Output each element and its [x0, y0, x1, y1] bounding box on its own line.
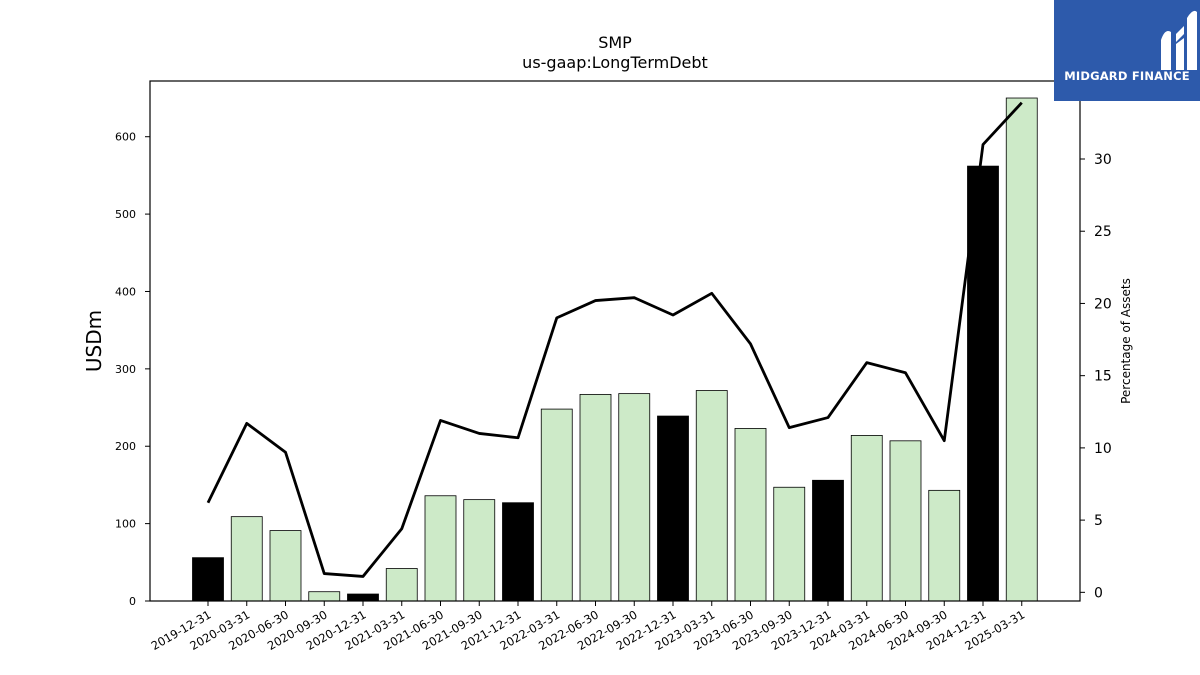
line-series-group	[206, 101, 1023, 578]
y2-tick-label: 25	[1094, 224, 1112, 240]
bar	[463, 499, 496, 602]
percentage-line	[206, 101, 1023, 578]
bar	[889, 440, 922, 602]
bar	[695, 390, 728, 602]
y-axis-label: USDm	[82, 310, 106, 372]
y-tick-label: 500	[115, 208, 136, 221]
y2-tick-label: 20	[1094, 296, 1112, 312]
bar	[773, 486, 806, 602]
bar	[269, 530, 302, 602]
bar	[618, 393, 651, 602]
bar	[424, 495, 457, 602]
brand-logo: MIDGARD FINANCE	[1054, 0, 1200, 101]
plot-frame	[149, 80, 1081, 602]
brand-name: MIDGARD FINANCE	[1064, 69, 1190, 83]
bar	[812, 479, 844, 602]
bar	[502, 502, 534, 602]
y-tick-label: 400	[115, 285, 136, 298]
y2-tick-label: 5	[1094, 513, 1103, 529]
y-tick-label: 200	[115, 440, 136, 453]
y2-tick-label: 30	[1094, 152, 1112, 168]
y2-tick-label: 0	[1094, 585, 1103, 601]
chart-subtitle: us-gaap:LongTermDebt	[522, 53, 708, 72]
bar	[850, 435, 883, 602]
bar	[579, 393, 612, 602]
bar	[657, 415, 689, 602]
bar	[308, 591, 341, 602]
y-tick-label: 100	[115, 518, 136, 531]
y2-axis-label: Percentage of Assets	[1119, 278, 1133, 404]
left-axis: 0 100 200 300 400 500 600	[115, 131, 150, 608]
y2-tick-label: 15	[1094, 369, 1112, 385]
y-tick-label: 600	[115, 131, 136, 144]
bar	[734, 428, 767, 602]
bar	[385, 568, 418, 602]
x-axis: 2019-12-312020-03-312020-06-302020-09-30…	[149, 601, 1027, 653]
bar	[928, 489, 961, 602]
bar	[967, 165, 999, 602]
bar	[230, 516, 263, 602]
right-axis: 0 5 10 15 20 25 30	[1080, 152, 1112, 601]
bar	[540, 408, 573, 602]
y2-tick-label: 10	[1094, 441, 1112, 457]
y-tick-label: 0	[129, 595, 136, 608]
bar	[192, 557, 224, 602]
bar	[1005, 97, 1038, 602]
bar	[347, 593, 379, 602]
y-tick-label: 300	[115, 363, 136, 376]
logo-mark-icon	[1161, 10, 1197, 70]
chart-title: SMP	[598, 33, 632, 52]
bar-group	[192, 97, 1038, 602]
